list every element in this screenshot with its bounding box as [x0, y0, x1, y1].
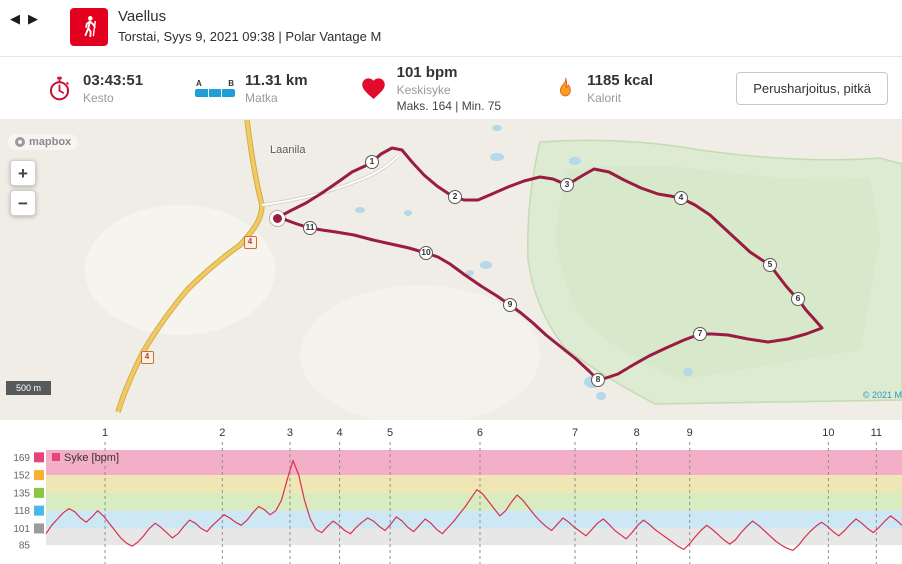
zone-legend-zone-4 — [34, 470, 44, 481]
stat-distance: A B 11.31 km Matka — [195, 72, 308, 105]
y-tick-85: 85 — [19, 541, 31, 552]
zone-legend-zone-1 — [34, 523, 44, 534]
activity-subtitle: Torstai, Syys 9, 2021 09:38 | Polar Vant… — [118, 29, 382, 44]
mapbox-logo-icon — [15, 137, 25, 147]
distance-value: 11.31 km — [245, 71, 308, 89]
route-start-marker — [269, 210, 285, 226]
y-tick-135: 135 — [13, 488, 30, 499]
hr-line — [45, 459, 902, 551]
prev-activity-button[interactable]: ◀ — [10, 11, 20, 26]
mapbox-logo[interactable]: mapbox — [8, 134, 79, 150]
km-label-1: 1 — [102, 427, 108, 439]
route-marker-9[interactable]: 9 — [503, 298, 517, 312]
km-label-2: 2 — [219, 427, 225, 439]
route-marker-3[interactable]: 3 — [560, 178, 574, 192]
zone-legend-zone-5 — [34, 452, 44, 463]
hiking-activity-icon — [70, 8, 108, 46]
training-target-button[interactable]: Perusharjoitus, pitkä — [736, 71, 888, 105]
stopwatch-icon — [46, 75, 73, 102]
hr-band-zone-4 — [46, 475, 902, 493]
y-tick-169: 169 — [13, 453, 30, 464]
heart-rate-chart-section: 1 2 3 4 5 6 7 8 9 10 11 169 152 135 118 101 85 Syke [bpm] — [0, 420, 902, 564]
zoom-in-button[interactable]: + — [10, 160, 36, 186]
distance-ab-icon: A B — [195, 79, 236, 97]
y-tick-152: 152 — [13, 471, 30, 482]
distance-icon-b: B — [228, 79, 235, 88]
route-marker-10[interactable]: 10 — [419, 246, 433, 260]
hr-band-zone-3 — [46, 492, 902, 511]
distance-label: Matka — [245, 90, 278, 105]
hr-band-zone-2 — [46, 510, 902, 529]
heart-rate-label: Keskisyke — [396, 82, 451, 97]
km-label-6: 6 — [477, 427, 483, 439]
km-label-4: 4 — [337, 427, 343, 439]
route-marker-5[interactable]: 5 — [763, 258, 777, 272]
minor-road — [261, 155, 399, 206]
next-activity-button[interactable]: ▶ — [28, 11, 38, 26]
map[interactable]: mapbox + − Laanila 500 m © 2021 M 1 2 3 4 5 6… — [0, 120, 902, 420]
route-marker-7[interactable]: 7 — [693, 327, 707, 341]
route-marker-11[interactable]: 11 — [303, 221, 317, 235]
route-marker-1[interactable]: 1 — [365, 155, 379, 169]
zone-legend-zone-3 — [34, 487, 44, 498]
map-scale: 500 m — [6, 381, 52, 395]
stat-heart-rate: 101 bpm Keskisyke Maks. 164 | Min. 75 — [360, 63, 502, 113]
calories-label: Kalorit — [587, 90, 622, 105]
route-marker-8[interactable]: 8 — [591, 373, 605, 387]
road-shield-2: 4 — [140, 350, 154, 364]
heart-rate-max-min: Maks. 164 | Min. 75 — [396, 98, 502, 113]
km-label-11: 11 — [871, 427, 882, 439]
road-shield-1: 4 — [243, 235, 257, 249]
route-marker-2[interactable]: 2 — [448, 190, 462, 204]
zone-legend-zone-2 — [34, 505, 44, 516]
duration-value: 03:43:51 — [83, 71, 144, 89]
heart-icon — [360, 75, 387, 102]
activity-title: Vaellus — [118, 8, 167, 25]
map-zoom-controls: + − — [10, 160, 36, 216]
hr-band-zone-1 — [46, 528, 902, 546]
km-label-3: 3 — [287, 427, 293, 439]
highway-road — [116, 120, 264, 413]
hr-band-zone-5 — [46, 450, 902, 476]
y-tick-118: 118 — [14, 506, 30, 517]
route-marker-6[interactable]: 6 — [791, 292, 805, 306]
distance-icon-a: A — [196, 79, 202, 88]
map-canvas — [0, 120, 902, 420]
top-bar: ◀ ▶ Vaellus Torstai, Syys 9, 2021 09:38 … — [0, 0, 902, 57]
activity-nav: ◀ ▶ — [8, 11, 40, 26]
stats-bar: 03:43:51 Kesto A B 11.31 km Matka — [0, 57, 902, 120]
hr-legend-swatch — [52, 453, 60, 461]
hr-chart-canvas[interactable]: 1 2 3 4 5 6 7 8 9 10 11 169 152 135 118 101 85 Syke [bpm] — [0, 420, 902, 564]
km-label-8: 8 — [634, 427, 640, 439]
stat-duration: 03:43:51 Kesto — [46, 72, 143, 105]
km-label-7: 7 — [572, 427, 578, 439]
lakes — [355, 125, 693, 400]
route-marker-4[interactable]: 4 — [674, 191, 688, 205]
hiker-icon — [84, 16, 96, 38]
duration-label: Kesto — [83, 90, 114, 105]
hr-legend-label: Syke [bpm] — [64, 452, 119, 464]
km-label-10: 10 — [822, 427, 834, 439]
km-label-9: 9 — [687, 427, 693, 439]
flame-icon — [553, 76, 577, 100]
stat-calories: 1185 kcal Kalorit — [553, 72, 653, 105]
calories-value: 1185 kcal — [587, 71, 654, 89]
zoom-out-button[interactable]: − — [10, 190, 36, 216]
place-label-laanila: Laanila — [270, 144, 306, 156]
map-attribution[interactable]: © 2021 M — [862, 390, 902, 400]
y-tick-101: 101 — [13, 524, 30, 535]
mapbox-logo-text: mapbox — [29, 136, 72, 148]
activity-titles: Vaellus Torstai, Syys 9, 2021 09:38 | Po… — [118, 8, 381, 44]
km-label-5: 5 — [387, 427, 393, 439]
heart-rate-value: 101 bpm — [396, 63, 458, 81]
